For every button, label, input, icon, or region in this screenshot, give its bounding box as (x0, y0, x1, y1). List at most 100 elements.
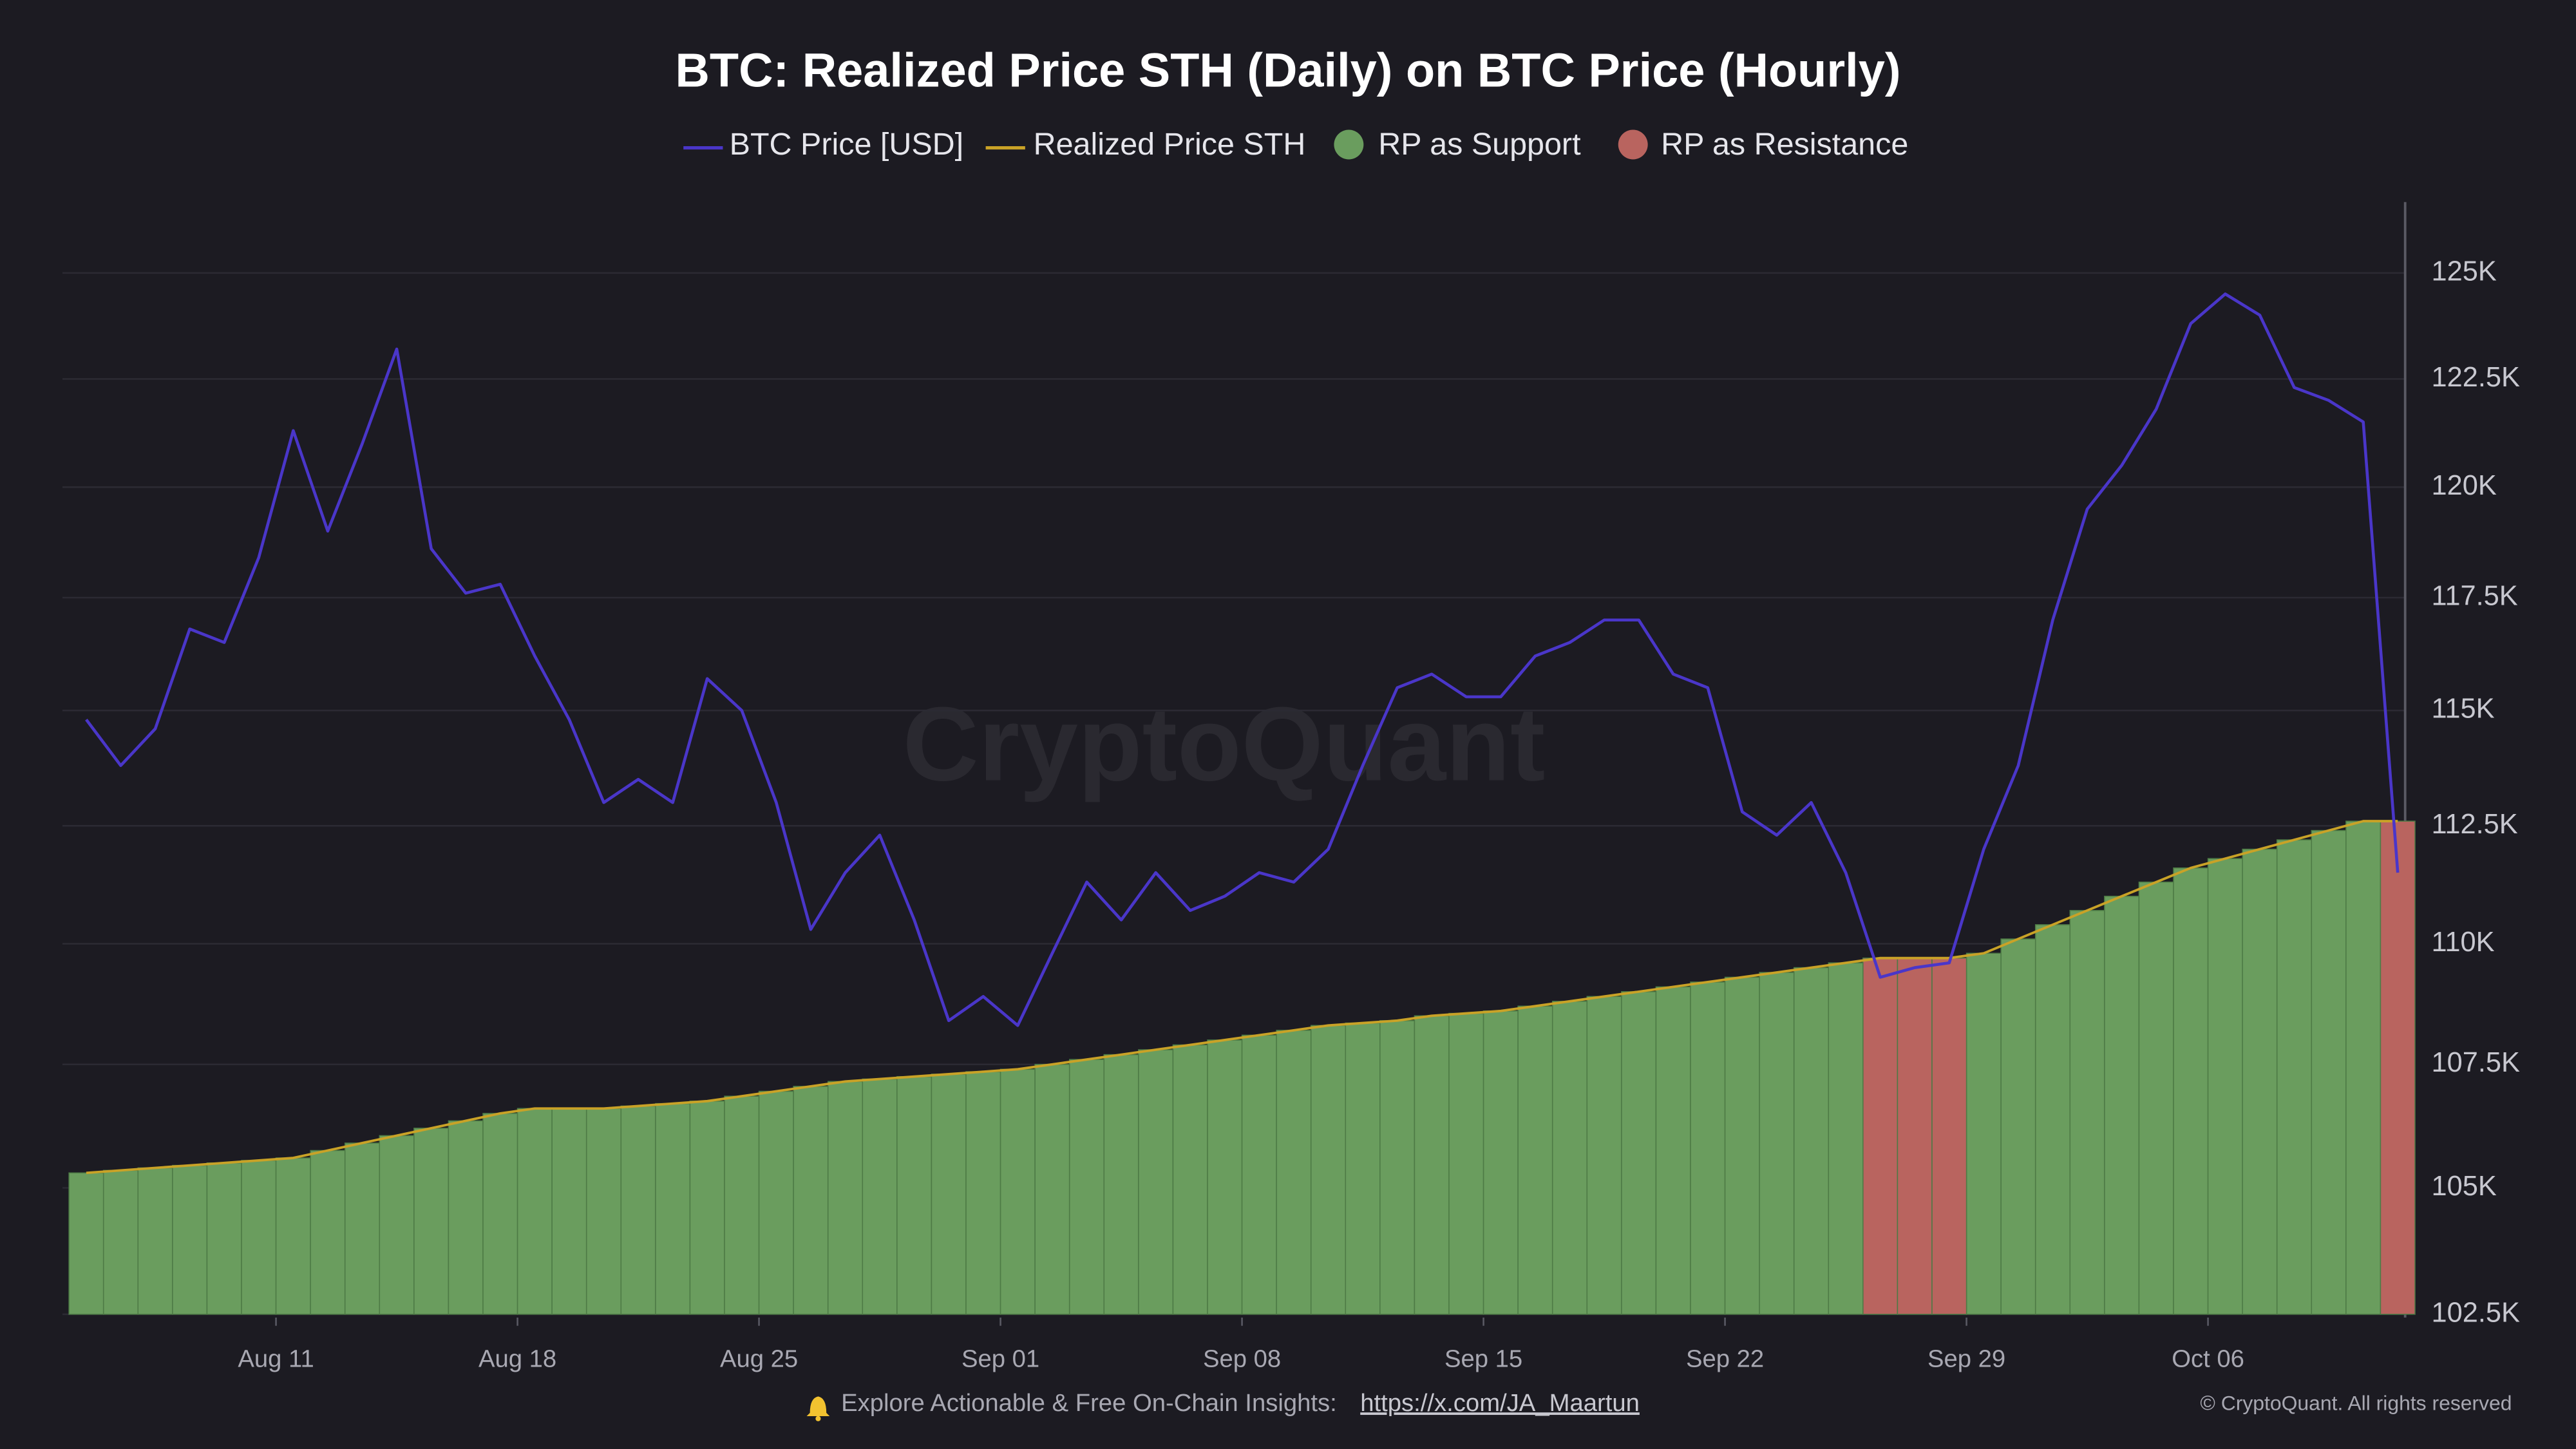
bar (1965, 952, 2002, 1315)
x-tick-label: Sep 08 (1203, 1345, 1281, 1372)
footer-text: Explore Actionable & Free On-Chain Insig… (841, 1389, 1337, 1417)
footer-icon (806, 1396, 830, 1421)
line-series (86, 820, 2398, 1175)
bar (1724, 976, 1760, 1315)
bar (2034, 924, 2071, 1315)
y-tick-label: 112.5K (2432, 809, 2518, 840)
bar (2173, 867, 2209, 1315)
footer-link[interactable]: https://x.com/JA_Maartun (1360, 1389, 1640, 1417)
bar (2345, 820, 2382, 1315)
bar (1138, 1049, 1174, 1315)
bar (137, 1167, 173, 1315)
bar (1586, 996, 1622, 1315)
y-tick-label: 107.5K (2432, 1047, 2521, 1078)
copyright: © CryptoQuant. All rights reserved (2200, 1392, 2512, 1415)
bar (448, 1120, 484, 1315)
x-tick-label: Aug 11 (238, 1345, 314, 1372)
bar (1793, 967, 1830, 1315)
bar (1172, 1044, 1208, 1315)
bar (1379, 1020, 1416, 1315)
x-tick-label: Aug 18 (478, 1345, 556, 1372)
bar (2138, 881, 2174, 1315)
bar (585, 1108, 622, 1315)
bar (1448, 1012, 1484, 1315)
bar (344, 1142, 381, 1315)
bar (1034, 1063, 1070, 1315)
bar (1621, 991, 1657, 1315)
y-tick-label: 122.5K (2432, 362, 2521, 393)
chart-title: BTC: Realized Price STH (Daily) on BTC P… (676, 43, 1901, 97)
bar (1241, 1034, 1277, 1315)
bar (379, 1135, 415, 1315)
bar (2000, 938, 2036, 1315)
legend-label: RP as Support (1378, 127, 1581, 162)
bar (68, 1172, 104, 1315)
bar (655, 1103, 691, 1315)
bar (2069, 909, 2105, 1315)
bar (620, 1105, 656, 1315)
bar (1551, 1001, 1588, 1315)
watermark: CryptoQuant (903, 685, 1546, 802)
y-tick-label: 125K (2432, 256, 2497, 287)
legend-swatch (1618, 129, 1648, 160)
x-tick-label: Sep 22 (1686, 1345, 1764, 1372)
bar (2311, 829, 2347, 1315)
legend-swatch (1334, 129, 1364, 160)
bar (758, 1090, 794, 1315)
y-tick-label: 110K (2432, 927, 2495, 958)
bar (2242, 848, 2278, 1315)
bar (724, 1095, 760, 1315)
plot-area: 102.5K 105K 107.5K 110K 112.5K 115K 117.5K 120K… (62, 202, 2521, 1372)
bar (206, 1162, 242, 1315)
bar (2380, 820, 2416, 1315)
bar (2276, 839, 2313, 1315)
y-tick-label: 102.5K (2432, 1297, 2521, 1328)
bell-clapper (815, 1416, 821, 1421)
bar (862, 1078, 898, 1315)
bar (1276, 1030, 1312, 1315)
bar (1207, 1039, 1243, 1315)
bar (1828, 962, 1864, 1315)
bar (241, 1160, 277, 1315)
bar (1759, 972, 1795, 1315)
bar (1068, 1059, 1105, 1315)
bar (1414, 1015, 1450, 1315)
bar (1862, 957, 1899, 1315)
bar (896, 1075, 933, 1315)
bar (1482, 1010, 1519, 1315)
legend-label: Realized Price STH (1034, 127, 1306, 162)
bar (2207, 858, 2243, 1315)
bar (793, 1086, 829, 1315)
bar (102, 1170, 139, 1315)
bar (1517, 1005, 1553, 1315)
bar (1897, 957, 1933, 1315)
bar (827, 1081, 864, 1315)
bar (999, 1068, 1036, 1315)
x-tick-label: Sep 15 (1444, 1345, 1522, 1372)
bar (1655, 986, 1691, 1315)
x-tick-label: Aug 25 (720, 1345, 798, 1372)
bar (275, 1157, 311, 1315)
bar (310, 1150, 346, 1315)
legend: BTC Price [USD] Realized Price STH RP as S… (683, 127, 1908, 162)
bar (482, 1113, 518, 1315)
y-tick-label: 117.5K (2432, 580, 2518, 611)
bar (413, 1128, 450, 1315)
bar (551, 1108, 587, 1315)
x-tick-label: Oct 06 (2172, 1345, 2244, 1372)
line-series (85, 292, 2400, 1027)
bar (1103, 1054, 1139, 1315)
y-tick-label: 115K (2432, 694, 2495, 724)
bar (1690, 981, 1726, 1315)
bar (1345, 1022, 1381, 1315)
y-tick-label: 120K (2432, 470, 2497, 501)
y-tick-label: 105K (2432, 1171, 2497, 1202)
bar (172, 1164, 208, 1315)
bar (931, 1074, 967, 1315)
legend-label: BTC Price [USD] (730, 127, 963, 162)
bar (1931, 957, 1967, 1315)
bar (1310, 1025, 1347, 1315)
